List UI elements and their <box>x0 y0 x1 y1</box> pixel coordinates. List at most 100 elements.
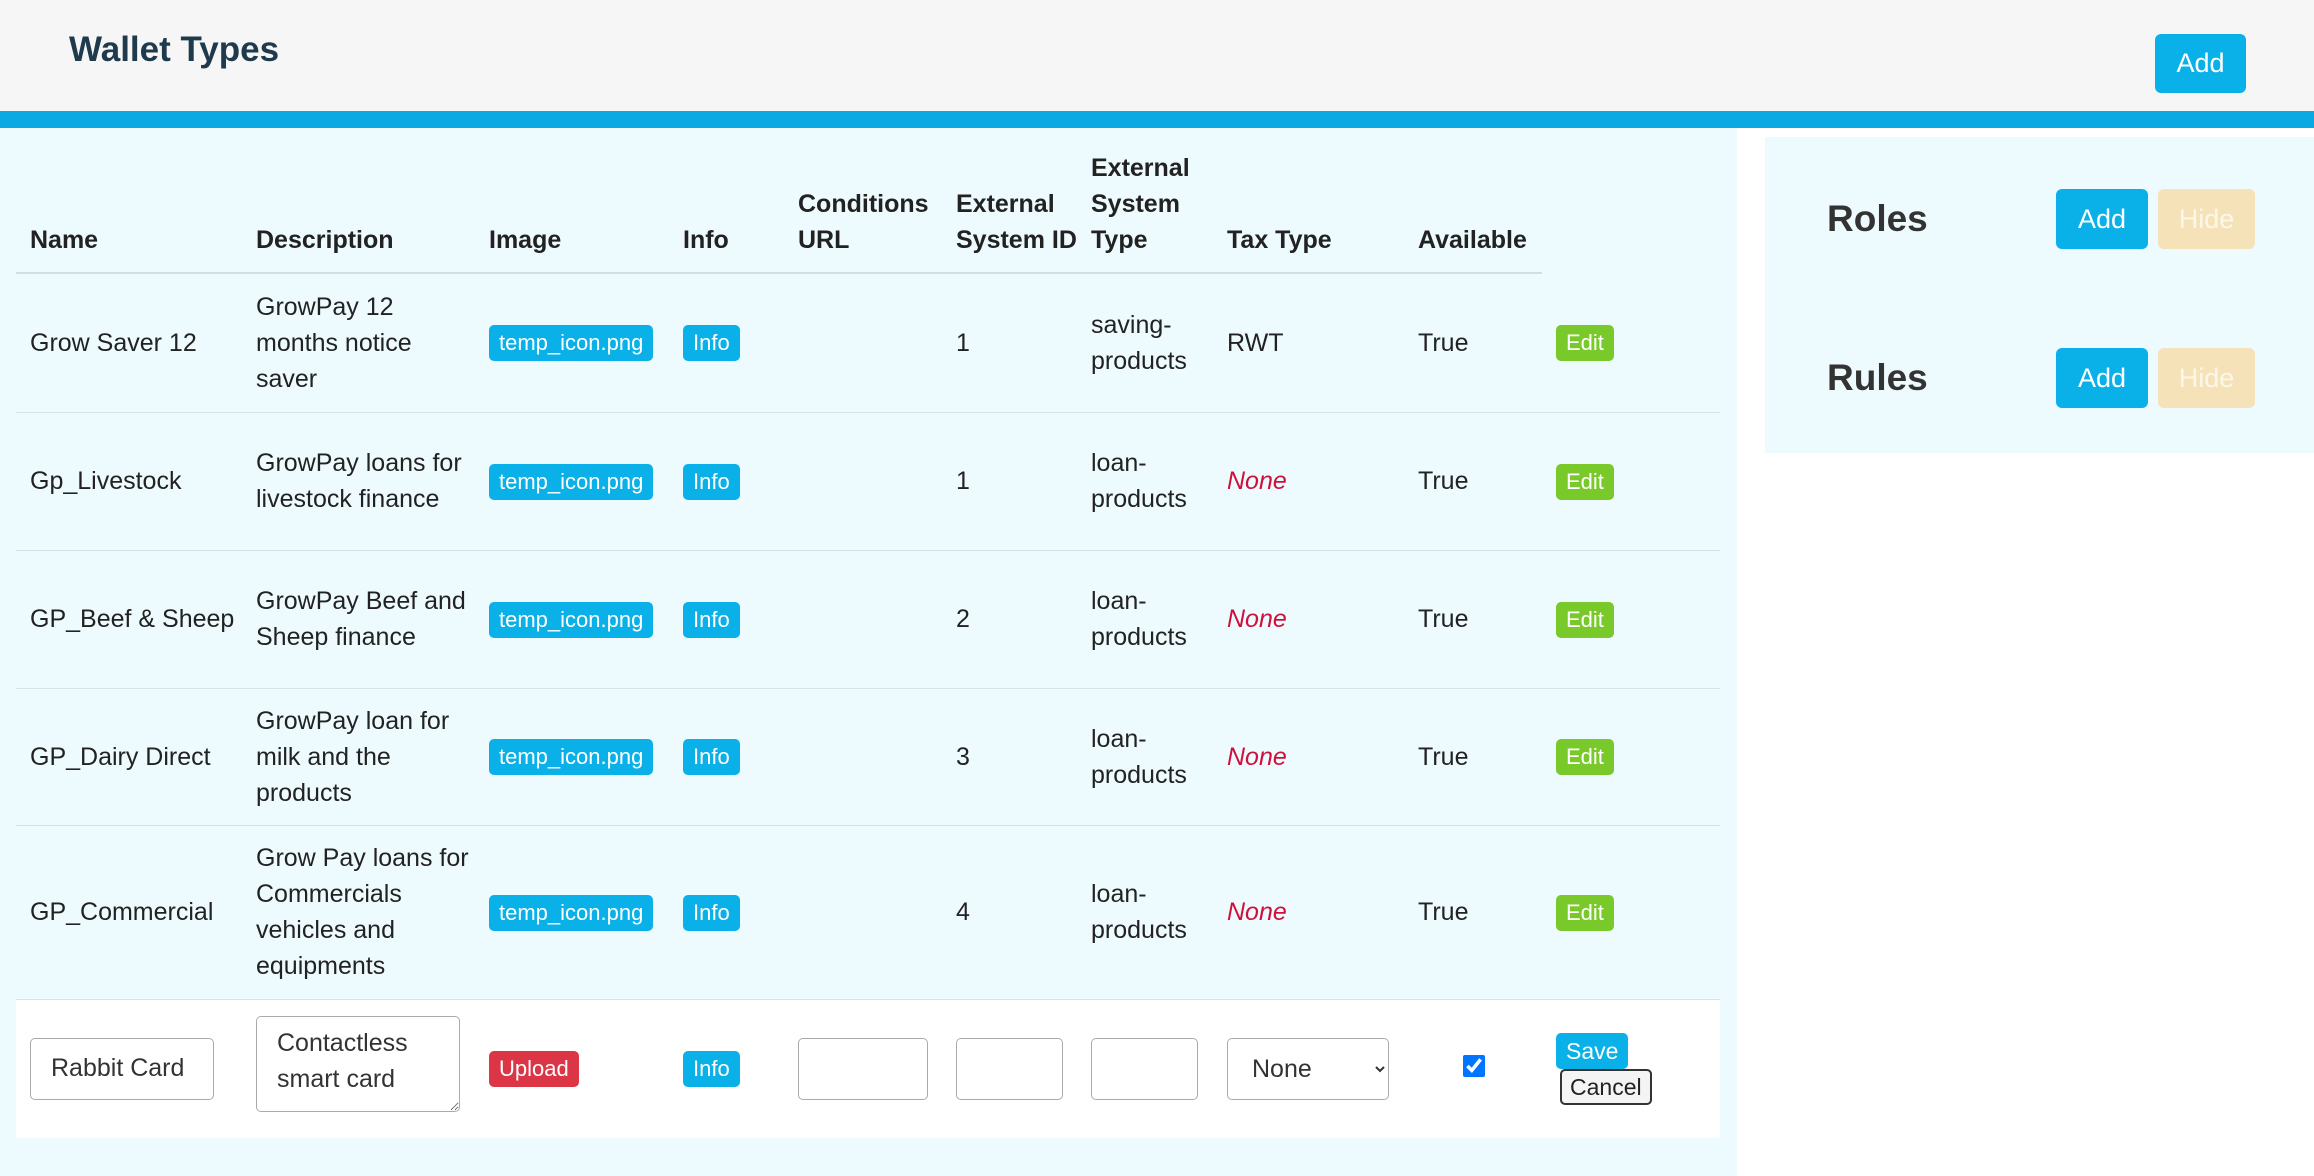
cell <box>242 999 475 1138</box>
image-cell: temp_icon.png <box>475 273 669 413</box>
action-cell: Edit <box>1542 550 1720 689</box>
image-cell: temp_icon.png <box>475 688 669 826</box>
external-id-input[interactable] <box>956 1037 1063 1100</box>
hide-button[interactable]: Hide <box>2158 189 2255 249</box>
available-cell: True <box>1404 550 1542 689</box>
external-type-cell: loan-products <box>1077 825 1213 1000</box>
cell: Info <box>669 999 784 1138</box>
image-cell: temp_icon.png <box>475 412 669 551</box>
cell <box>1077 999 1213 1138</box>
add-button[interactable]: Add <box>2056 189 2148 249</box>
main-panel: Name Description Image Info Conditions URL Ex… <box>0 128 1737 1176</box>
panel-section: Rules Add Hide <box>1765 348 2314 408</box>
image-badge[interactable]: temp_icon.png <box>489 325 654 362</box>
conditions-input[interactable] <box>798 1037 928 1100</box>
name-cell: GP_Commercial <box>16 825 242 1000</box>
section-title: Roles <box>1827 198 1928 239</box>
description-cell: GrowPay loan for milk and the products <box>242 688 475 826</box>
name-cell: Gp_Livestock <box>16 412 242 551</box>
external-type-cell: loan-products <box>1077 688 1213 826</box>
info-cell: Info <box>669 825 784 1000</box>
action-cell: Edit <box>1542 273 1720 413</box>
description-cell: GrowPay loans for livestock finance <box>242 412 475 551</box>
column-header: Available <box>1404 150 1542 274</box>
image-badge[interactable]: temp_icon.png <box>489 894 654 931</box>
tax-type-select[interactable]: None <box>1227 1037 1389 1100</box>
info-badge[interactable]: Info <box>683 739 740 775</box>
image-badge[interactable]: temp_icon.png <box>489 739 654 775</box>
name-input[interactable] <box>30 1037 214 1100</box>
tax-type-cell: None <box>1213 825 1404 1000</box>
edit-button[interactable]: Edit <box>1556 601 1614 638</box>
external-id-cell: 1 <box>942 273 1077 413</box>
cell: Upload <box>475 999 669 1138</box>
info-cell: Info <box>669 273 784 413</box>
column-header: Info <box>669 150 784 274</box>
cell: SaveCancel <box>1542 999 1720 1138</box>
cell <box>1404 999 1542 1138</box>
table-row: GP_Beef & Sheep GrowPay Beef and Sheep fi… <box>16 550 1720 689</box>
tax-type-cell: None <box>1213 688 1404 826</box>
info-badge[interactable]: Info <box>683 894 740 931</box>
info-badge[interactable]: Info <box>683 601 740 638</box>
conditions-cell <box>784 273 942 413</box>
header-row: Name Description Image Info Conditions URL Ex… <box>16 150 1720 274</box>
header: Wallet Types Add <box>0 0 2314 111</box>
external-id-cell: 2 <box>942 550 1077 689</box>
info-badge[interactable]: Info <box>683 463 740 500</box>
image-badge[interactable]: temp_icon.png <box>489 463 654 500</box>
image-cell: temp_icon.png <box>475 550 669 689</box>
available-cell: True <box>1404 825 1542 1000</box>
edit-button[interactable]: Edit <box>1556 463 1614 500</box>
info-cell: Info <box>669 412 784 551</box>
description-cell: Grow Pay loans for Commercials vehicles … <box>242 825 475 1000</box>
section-title: Rules <box>1827 357 1928 398</box>
info-cell: Info <box>669 688 784 826</box>
external-id-cell: 3 <box>942 688 1077 826</box>
conditions-cell <box>784 825 942 1000</box>
table-row: Gp_Livestock GrowPay loans for livestock … <box>16 412 1720 551</box>
column-header: Tax Type <box>1213 150 1404 274</box>
accent-bar <box>0 111 2314 128</box>
action-cell: Edit <box>1542 825 1720 1000</box>
info-badge[interactable]: Info <box>683 325 740 362</box>
table-row: Grow Saver 12 GrowPay 12 months notice sa… <box>16 273 1720 413</box>
available-cell: True <box>1404 273 1542 413</box>
action-cell: Edit <box>1542 412 1720 551</box>
upload-button[interactable]: Upload <box>489 1051 579 1088</box>
cancel-button[interactable]: Cancel <box>1560 1068 1652 1105</box>
panel-section: Roles Add Hide <box>1765 189 2314 249</box>
edit-button[interactable]: Edit <box>1556 894 1614 931</box>
image-badge[interactable]: temp_icon.png <box>489 601 654 638</box>
external-type-cell: saving-products <box>1077 273 1213 413</box>
available-cell: True <box>1404 688 1542 826</box>
conditions-cell <box>784 688 942 826</box>
cell <box>942 999 1077 1138</box>
conditions-cell <box>784 412 942 551</box>
edit-button[interactable]: Edit <box>1556 324 1614 361</box>
hide-button[interactable]: Hide <box>2158 348 2255 408</box>
external-id-cell: 1 <box>942 412 1077 551</box>
table-row: GP_Dairy Direct GrowPay loan for milk and… <box>16 688 1720 826</box>
available-checkbox[interactable] <box>1462 1054 1485 1077</box>
name-cell: GP_Dairy Direct <box>16 688 242 826</box>
available-cell: True <box>1404 412 1542 551</box>
external-id-cell: 4 <box>942 825 1077 1000</box>
column-header: External System Type <box>1077 150 1213 274</box>
tax-type-cell: RWT <box>1213 273 1404 413</box>
column-header: Name <box>16 150 242 274</box>
column-header-empty <box>1542 150 1720 273</box>
description-input[interactable] <box>256 1015 460 1112</box>
edit-button[interactable]: Edit <box>1556 739 1614 775</box>
info-cell: Info <box>669 550 784 689</box>
save-button[interactable]: Save <box>1556 1032 1629 1069</box>
table-row: GP_Commercial Grow Pay loans for Commerci… <box>16 825 1720 1000</box>
tax-type-cell: None <box>1213 412 1404 551</box>
tax-type-cell: None <box>1213 550 1404 689</box>
add-button[interactable]: Add <box>2056 348 2148 408</box>
add-button[interactable]: Add <box>2155 34 2246 93</box>
external-type-input[interactable] <box>1091 1037 1198 1100</box>
info-badge[interactable]: Info <box>683 1051 740 1088</box>
name-cell: GP_Beef & Sheep <box>16 550 242 689</box>
name-cell: Grow Saver 12 <box>16 273 242 413</box>
